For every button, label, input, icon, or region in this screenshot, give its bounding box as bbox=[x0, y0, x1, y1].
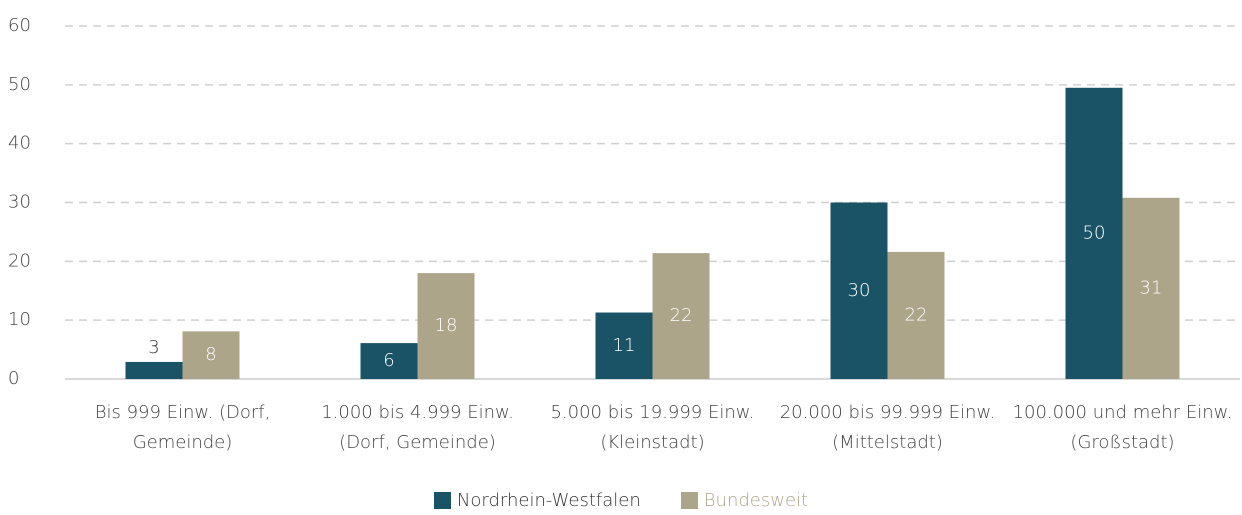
y-tick-label: 50 bbox=[8, 74, 31, 95]
data-label: 22 bbox=[905, 304, 928, 325]
bar bbox=[360, 343, 418, 379]
legend-label: Nordrhein-Westfalen bbox=[456, 490, 641, 511]
bar bbox=[182, 331, 240, 379]
legend-swatch bbox=[680, 492, 698, 509]
y-tick-label: 30 bbox=[8, 192, 31, 213]
data-label: 3 bbox=[148, 337, 159, 358]
plot: 0 10 20 30 40 50 60 3 8 6 18 11 22 30 22 50 31 bbox=[8, 15, 1240, 389]
data-label: 50 bbox=[1083, 222, 1106, 243]
y-tick-label: 60 bbox=[8, 15, 31, 36]
legend-item: Nordrhein-Westfalen bbox=[433, 490, 641, 511]
bar bbox=[417, 273, 475, 379]
data-label: 11 bbox=[613, 335, 636, 356]
bar bbox=[125, 361, 183, 379]
legend-item: Bundesweit bbox=[680, 490, 809, 511]
data-label: 18 bbox=[435, 315, 458, 336]
x-tick-label: 100.000 und mehr Einw. (Großstadt) bbox=[1012, 402, 1233, 453]
legend-swatch bbox=[433, 492, 451, 509]
data-label: 30 bbox=[848, 280, 871, 301]
bar bbox=[1065, 87, 1123, 380]
bar bbox=[1122, 197, 1180, 379]
x-tick-label: Bis 999 Einw. (Dorf, Gemeinde) bbox=[94, 402, 271, 453]
x-tick-label: 1.000 bis 4.999 Einw. (Dorf, Gemeinde) bbox=[321, 402, 514, 453]
y-tick-label: 0 bbox=[8, 368, 19, 389]
legend: Nordrhein-Westfalen Bundesweit bbox=[0, 490, 1242, 511]
bar bbox=[830, 202, 888, 379]
x-tick-label: 5.000 bis 19.999 Einw. (Kleinstadt) bbox=[550, 402, 755, 453]
bar bbox=[652, 253, 710, 379]
bar bbox=[595, 312, 653, 379]
data-label: 31 bbox=[1140, 277, 1163, 298]
data-label: 6 bbox=[383, 350, 394, 371]
y-tick-label: 20 bbox=[8, 250, 31, 271]
data-label: 8 bbox=[205, 344, 216, 365]
data-label: 22 bbox=[670, 305, 693, 326]
bar bbox=[887, 251, 945, 379]
x-tick-label: 20.000 bis 99.999 Einw. (Mittelstadt) bbox=[779, 402, 996, 453]
y-tick-label: 40 bbox=[8, 133, 31, 154]
legend-label: Bundesweit bbox=[703, 490, 809, 511]
y-tick-label: 10 bbox=[8, 309, 31, 330]
